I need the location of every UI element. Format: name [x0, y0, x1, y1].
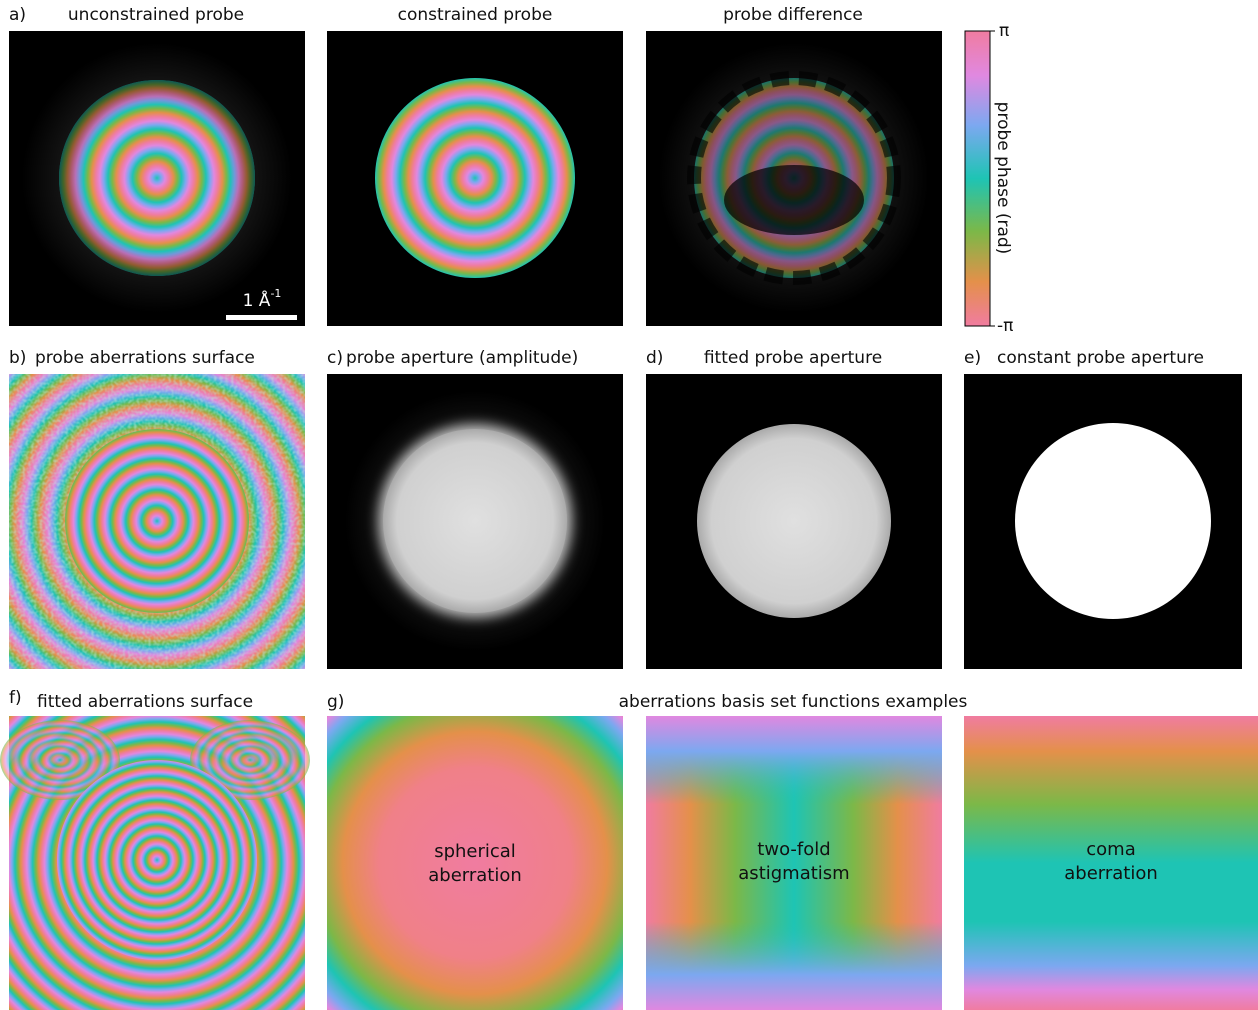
panel-title: constrained probe [398, 5, 553, 25]
panel-letter: g) [327, 692, 344, 712]
panel-letter: d) [646, 348, 663, 368]
image-astigmatism: two-fold astigmatism [646, 716, 942, 1010]
panel-letter: f) [9, 688, 22, 708]
image-difference [646, 31, 942, 326]
scale-superscript: -1 [270, 287, 281, 300]
panel-letter: c) [327, 348, 343, 368]
page: a) unconstrained probe constrained probe… [0, 0, 1258, 1010]
image-unconstrained: 1 Å-1 [9, 31, 305, 326]
example-label: astigmatism [738, 863, 849, 884]
image-constant-aperture [964, 374, 1242, 669]
colorbar [965, 31, 990, 326]
panel-title: unconstrained probe [68, 5, 244, 25]
panel-title: constant probe aperture [997, 348, 1204, 368]
image-constrained [327, 31, 623, 326]
panel-title: fitted aberrations surface [37, 692, 253, 712]
colorbar-tick-label: -π [997, 316, 1013, 336]
scale-bar [226, 315, 297, 320]
image-spherical: spherical aberration [327, 716, 623, 1010]
example-label: aberration [428, 865, 522, 886]
image-fitted-aberrations [0, 716, 310, 1010]
image-aberrations-surface [9, 374, 305, 669]
image-coma: coma aberration [964, 716, 1258, 1010]
example-label: two-fold [757, 839, 830, 860]
panel-letter: e) [964, 348, 981, 368]
image-aperture-amplitude [327, 374, 623, 669]
panel-letter: b) [9, 348, 26, 368]
example-label: spherical [434, 841, 516, 862]
example-label: coma [1086, 839, 1135, 860]
panel-title: probe aberrations surface [35, 348, 255, 368]
panel-letter: a) [9, 5, 26, 25]
colorbar-label: probe phase (rad) [993, 102, 1013, 255]
example-label: aberration [1064, 863, 1158, 884]
group-title: aberrations basis set functions examples [619, 692, 968, 712]
colorbar-tick-label: π [999, 21, 1009, 41]
panel-title: probe aperture (amplitude) [346, 348, 578, 368]
scale-text: 1 Å [243, 289, 271, 311]
panel-title: probe difference [723, 5, 863, 25]
panel-title: fitted probe aperture [704, 348, 882, 368]
image-fitted-aperture [646, 374, 942, 669]
figure: a) unconstrained probe constrained probe… [0, 0, 1258, 1010]
